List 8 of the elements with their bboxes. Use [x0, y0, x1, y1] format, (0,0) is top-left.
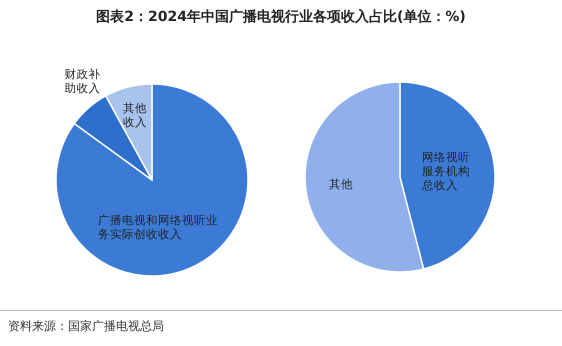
pie-slice — [55, 83, 249, 277]
slice-label: 其他 — [329, 177, 354, 192]
slice-label: 网络视听服务机构总收入 — [422, 150, 472, 192]
slice-label: 广播电视和网络视听业务实际创收收入 — [98, 213, 219, 242]
text: 资料来源：国家广播电视总局 — [8, 318, 164, 335]
slice-label: 财政补助收入 — [64, 66, 102, 95]
text: 图表2：2024年中国广播电视行业各项收入占比(单位：%) — [95, 8, 467, 26]
slice-label: 其他收入 — [122, 100, 148, 129]
